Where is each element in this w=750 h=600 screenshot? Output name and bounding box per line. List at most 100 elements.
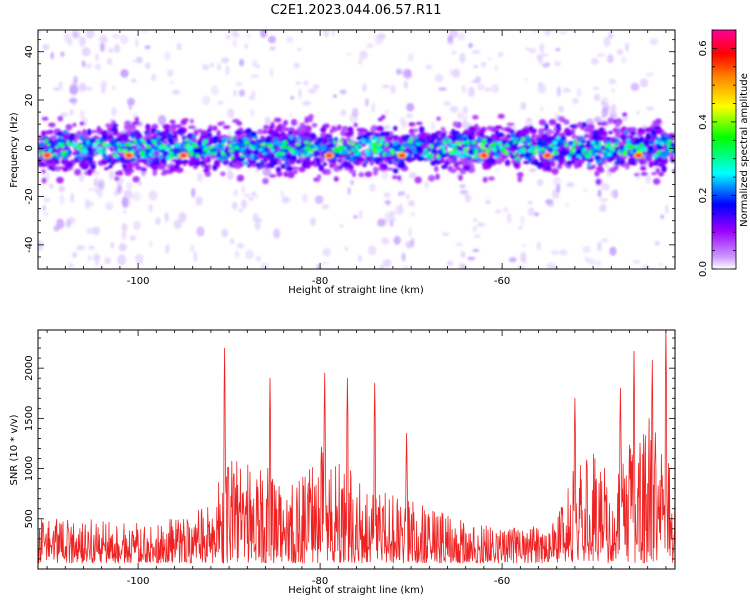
spectrogram-blob (436, 137, 441, 142)
spectrogram-blob (451, 151, 458, 155)
spectrogram-blob (249, 145, 255, 150)
spectrogram-faint-blob (116, 184, 123, 194)
spectrogram-faint-blob (402, 265, 409, 269)
spectrogram-faint-blob (260, 262, 269, 269)
spectrogram-blob (622, 134, 628, 141)
spectrogram-faint-blob (236, 242, 245, 249)
spectrogram-blob (151, 157, 156, 161)
spectrogram-blob (552, 146, 558, 150)
spectrogram-blob (659, 142, 665, 146)
spectrogram-blob (266, 143, 273, 148)
spectrogram-blob (461, 137, 468, 142)
spectrogram-faint-blob (476, 222, 486, 227)
spectrogram-blob (541, 133, 548, 140)
spectrogram-blob (195, 153, 200, 158)
spectrogram-blob (531, 133, 536, 139)
spectrogram-blob (524, 135, 531, 141)
spectrogram-faint-blob (131, 78, 137, 83)
spectrogram-blob (368, 141, 374, 146)
spectrogram-faint-blob (126, 190, 133, 201)
spectrogram-faint-blob (616, 49, 624, 55)
spectrogram-blob (259, 161, 266, 167)
spectrogram-blob (92, 143, 98, 148)
spectrogram-blob (188, 141, 194, 144)
spectrogram-blob (435, 173, 440, 180)
spectrogram-blob (653, 178, 661, 185)
spectrogram-blob (655, 167, 661, 174)
spectrogram-faint-blob (241, 185, 246, 195)
spectrogram-blob (66, 142, 70, 146)
spectrogram-faint-blob (406, 102, 415, 112)
spectrogram-blob (416, 142, 420, 146)
spectrogram-faint-blob (132, 191, 141, 202)
spectrogram-faint-blob (410, 237, 415, 247)
spectrogram-faint-blob (654, 240, 660, 246)
spectrogram-blob (322, 162, 327, 167)
spectrogram-blob (379, 131, 386, 137)
spectrogram-faint-blob (613, 189, 618, 199)
spectrogram-faint-blob (210, 62, 214, 68)
spectrogram-hot-spot (636, 154, 641, 157)
spectrogram-blob (626, 143, 632, 147)
spectrogram-faint-blob (253, 217, 260, 221)
spectrogram-blob (476, 138, 483, 143)
spectrogram-blob (333, 165, 341, 172)
spectrogram-blob (112, 158, 119, 163)
spectrogram-blob (456, 134, 463, 139)
spectrogram-blob (268, 125, 275, 129)
spectrogram-blob (455, 167, 463, 171)
spectrogram-blob (554, 151, 558, 155)
spectrogram-faint-blob (528, 201, 533, 205)
spectrogram-faint-blob (582, 245, 591, 254)
spectrogram-blob (534, 161, 541, 166)
spectrogram-faint-blob (87, 188, 96, 192)
spectrogram-faint-blob (120, 69, 129, 78)
spectrogram-faint-blob (135, 38, 139, 48)
spectrogram-faint-blob (250, 74, 260, 78)
spectrogram-faint-blob (85, 30, 95, 39)
spectrogram-faint-blob (78, 82, 87, 92)
spectrogram-blob (305, 153, 311, 157)
spectrogram-faint-blob (379, 264, 384, 269)
spectrogram-blob (384, 142, 390, 146)
spectrogram-faint-blob (518, 226, 523, 230)
spectrogram-faint-blob (229, 238, 235, 245)
spectrogram-panel: -100 -80 -60 -40 -20 0 20 40 Height of straight… (9, 29, 676, 296)
spectrogram-faint-blob (487, 57, 492, 61)
spectrogram-faint-blob (462, 106, 469, 114)
spectrogram-blob (76, 146, 82, 150)
spectrogram-blob (228, 143, 232, 148)
y-tick-label: 20 (24, 94, 35, 107)
spectrogram-faint-blob (134, 254, 144, 263)
spectrogram-blob (577, 162, 582, 168)
spectrogram-faint-blob (264, 116, 271, 125)
spectrogram-faint-blob (553, 176, 561, 187)
spectrogram-faint-blob (462, 119, 469, 129)
spectrogram-blob (55, 154, 60, 159)
spectrogram-blob (552, 140, 558, 145)
spectrogram-blob (85, 140, 90, 145)
spectrogram-blob (194, 147, 201, 154)
spectrogram-blob (611, 148, 615, 153)
spectrogram-faint-blob (539, 43, 545, 53)
spectrogram-faint-blob (645, 72, 655, 77)
spectrogram-faint-blob (599, 198, 609, 202)
spectrogram-faint-blob (594, 116, 602, 123)
spectrogram-blob (329, 142, 334, 148)
spectrogram-blob (303, 131, 311, 138)
spectrogram-faint-blob (128, 102, 133, 111)
spectrogram-blob (242, 161, 249, 165)
spectrogram-blob (114, 171, 121, 176)
spectrogram-faint-blob (343, 246, 349, 252)
spectrogram-faint-blob (540, 52, 549, 57)
spectrogram-blob (455, 150, 461, 155)
spectrogram-blob (479, 129, 486, 134)
spectrogram-blob (567, 154, 571, 160)
spectrogram-faint-blob (137, 180, 143, 186)
spectrogram-blob (90, 163, 96, 170)
spectrogram-blob (98, 147, 104, 153)
spectrogram-blob (602, 153, 608, 159)
spectrogram-blob (600, 121, 608, 126)
spectrogram-blob (204, 171, 212, 177)
spectrogram-blob (109, 147, 114, 152)
